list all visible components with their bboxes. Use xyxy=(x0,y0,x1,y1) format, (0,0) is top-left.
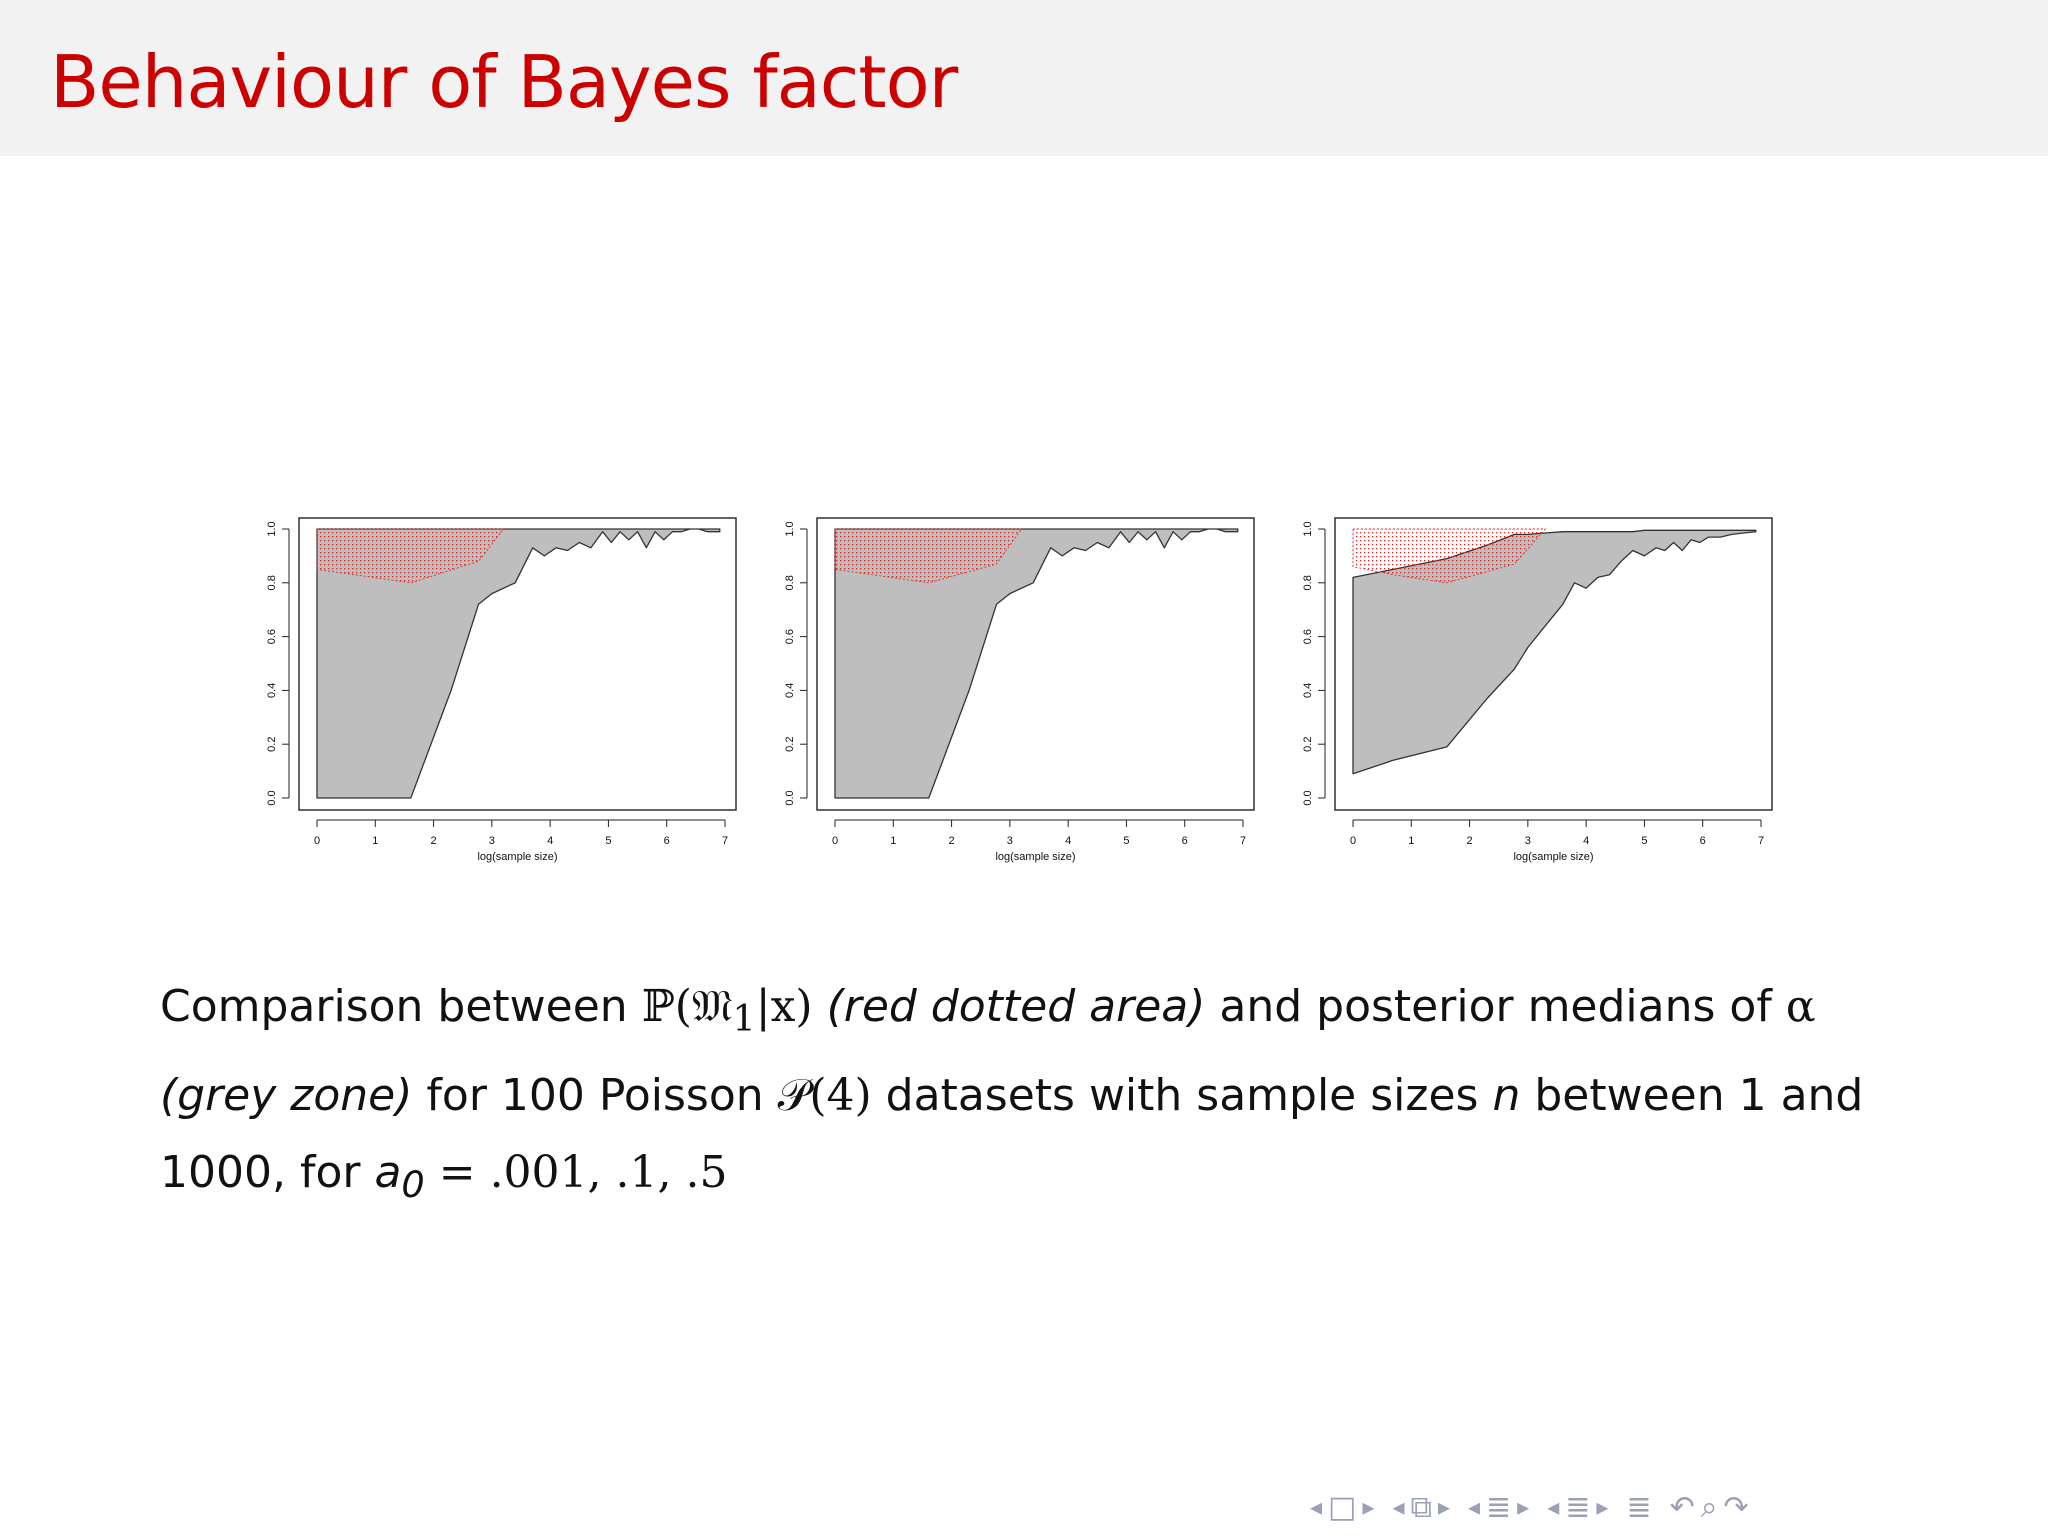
frame-next-icon[interactable]: ▸ xyxy=(1362,1493,1375,1521)
beamer-navigation: ◂ □ ▸ ◂ ⧉ ▸ ◂ ≣ ▸ ◂ ≣ ▸ ≣ ↶ ⌕ ↷ xyxy=(1310,1489,1749,1525)
subsection-next-icon[interactable]: ▸ xyxy=(1437,1493,1450,1521)
y-tick-label: 1.0 xyxy=(1302,521,1314,536)
y-tick-label: 0.2 xyxy=(784,737,796,752)
x-tick-label: 3 xyxy=(489,835,495,847)
caption-poisson: 𝒫(4) xyxy=(777,1069,872,1121)
x-tick-label: 1 xyxy=(372,835,378,847)
grey-zone xyxy=(1352,529,1757,775)
chart-1: 0 1 2 3 4 5 6 7 log(sample size) 0.0 0.2 0.4 0.6 0.8 1… xyxy=(266,517,737,863)
chart-3: 0 1 2 3 4 5 6 7 log(sample size) 0.0 0.2 0.4 0.6 0.8 1… xyxy=(1302,517,1773,863)
section-prev-icon[interactable]: ◂ xyxy=(1467,1493,1481,1521)
y-tick-label: 0.0 xyxy=(1302,790,1314,805)
caption-red-note: (red dotted area) xyxy=(826,981,1206,1032)
caption-a0: a0 xyxy=(374,1146,425,1206)
part-next-icon[interactable]: ▸ xyxy=(1596,1493,1609,1521)
grey-zone xyxy=(316,528,721,799)
x-tick-label: 5 xyxy=(605,835,611,847)
x-tick-label: 4 xyxy=(1065,835,1071,847)
red-dotted-area xyxy=(316,528,505,584)
x-tick-label: 2 xyxy=(949,835,955,847)
slide-title: Behaviour of Bayes factor xyxy=(50,40,958,124)
caption-text-3: for 100 Poisson xyxy=(412,1069,778,1121)
y-tick-label: 0.4 xyxy=(266,683,278,698)
caption-a0-values: = .001, .1, .5 xyxy=(424,1146,728,1198)
chart-2: 0 1 2 3 4 5 6 7 log(sample size) 0.0 0.2 0.4 0.6 0.8 1… xyxy=(784,517,1255,863)
y-tick-label: 0.6 xyxy=(1302,629,1314,644)
y-tick-label: 1.0 xyxy=(266,521,278,536)
grey-zone xyxy=(834,528,1239,799)
x-tick-label: 2 xyxy=(431,835,437,847)
x-tick-label: 0 xyxy=(832,835,838,847)
y-tick-label: 0.0 xyxy=(266,790,278,805)
caption-grey-note: (grey zone) xyxy=(160,1069,413,1121)
subsection-icon[interactable]: ⧉ xyxy=(1410,1489,1432,1525)
part-prev-icon[interactable]: ◂ xyxy=(1547,1493,1560,1521)
x-tick-label: 6 xyxy=(1182,835,1188,847)
y-tick-label: 0.8 xyxy=(266,575,278,590)
y-tick-label: 0.4 xyxy=(1302,683,1314,698)
y-tick-label: 0.0 xyxy=(784,790,796,805)
frame-nav: ◂ □ ▸ xyxy=(1310,1490,1374,1525)
title-bar: Behaviour of Bayes factor xyxy=(0,0,2048,156)
y-tick-label: 0.8 xyxy=(784,575,796,590)
red-dotted-area xyxy=(834,528,1023,584)
section-nav: ◂ ≣ ▸ xyxy=(1468,1490,1529,1525)
part-nav: ◂ ≣ ▸ xyxy=(1547,1490,1608,1525)
section-next-icon[interactable]: ▸ xyxy=(1517,1493,1530,1521)
subsection-prev-icon[interactable]: ◂ xyxy=(1392,1493,1405,1521)
x-axis-label: log(sample size) xyxy=(1513,851,1593,863)
x-axis-label: log(sample size) xyxy=(477,851,557,863)
y-tick-label: 1.0 xyxy=(784,521,796,536)
caption-prob-m1: ℙ(𝔐1|x) xyxy=(641,981,813,1040)
x-tick-label: 6 xyxy=(1700,835,1706,847)
back-icon[interactable]: ↶ xyxy=(1669,1489,1695,1525)
x-tick-label: 3 xyxy=(1007,835,1013,847)
caption: Comparison between ℙ(𝔐1|x) (red dotted a… xyxy=(160,968,1920,1223)
x-tick-label: 7 xyxy=(1240,835,1246,847)
caption-text-2: and posterior medians of xyxy=(1205,981,1786,1032)
x-tick-label: 7 xyxy=(722,835,728,847)
caption-text-5: between 1 and 1000, for xyxy=(160,1069,1864,1198)
x-tick-label: 7 xyxy=(1758,835,1764,847)
x-tick-label: 1 xyxy=(890,835,896,847)
red-dotted-area xyxy=(1352,528,1547,584)
x-tick-label: 2 xyxy=(1467,835,1473,847)
x-tick-label: 3 xyxy=(1525,835,1531,847)
x-tick-label: 0 xyxy=(1350,835,1356,847)
forward-icon[interactable]: ↷ xyxy=(1723,1489,1749,1525)
x-tick-label: 0 xyxy=(314,835,320,847)
caption-text-4: datasets with sample sizes xyxy=(871,1069,1493,1121)
y-tick-label: 0.8 xyxy=(1302,575,1314,590)
x-tick-label: 4 xyxy=(1583,835,1589,847)
caption-n: n xyxy=(1492,1069,1521,1121)
caption-text-1: Comparison between xyxy=(160,981,642,1032)
frame-prev-icon[interactable]: ◂ xyxy=(1310,1493,1323,1521)
search-icon[interactable]: ⌕ xyxy=(1700,1489,1718,1525)
section-icon[interactable]: ≣ xyxy=(1486,1489,1512,1525)
subsection-nav: ◂ ⧉ ▸ xyxy=(1392,1490,1450,1525)
y-tick-label: 0.2 xyxy=(266,737,278,752)
x-tick-label: 5 xyxy=(1641,835,1647,847)
y-tick-label: 0.6 xyxy=(266,629,278,644)
y-tick-label: 0.2 xyxy=(1302,737,1314,752)
x-tick-label: 5 xyxy=(1123,835,1129,847)
part-icon[interactable]: ≣ xyxy=(1565,1489,1591,1525)
caption-alpha: α xyxy=(1785,981,1816,1032)
toc-icon[interactable]: ≣ xyxy=(1626,1489,1652,1525)
y-tick-label: 0.6 xyxy=(784,629,796,644)
search-nav: ↶ ⌕ ↷ xyxy=(1670,1490,1749,1525)
x-axis-label: log(sample size) xyxy=(995,851,1075,863)
frame-icon[interactable]: □ xyxy=(1328,1489,1357,1525)
x-tick-label: 4 xyxy=(547,835,553,847)
y-tick-label: 0.4 xyxy=(784,683,796,698)
x-tick-label: 6 xyxy=(664,835,670,847)
x-tick-label: 1 xyxy=(1408,835,1414,847)
